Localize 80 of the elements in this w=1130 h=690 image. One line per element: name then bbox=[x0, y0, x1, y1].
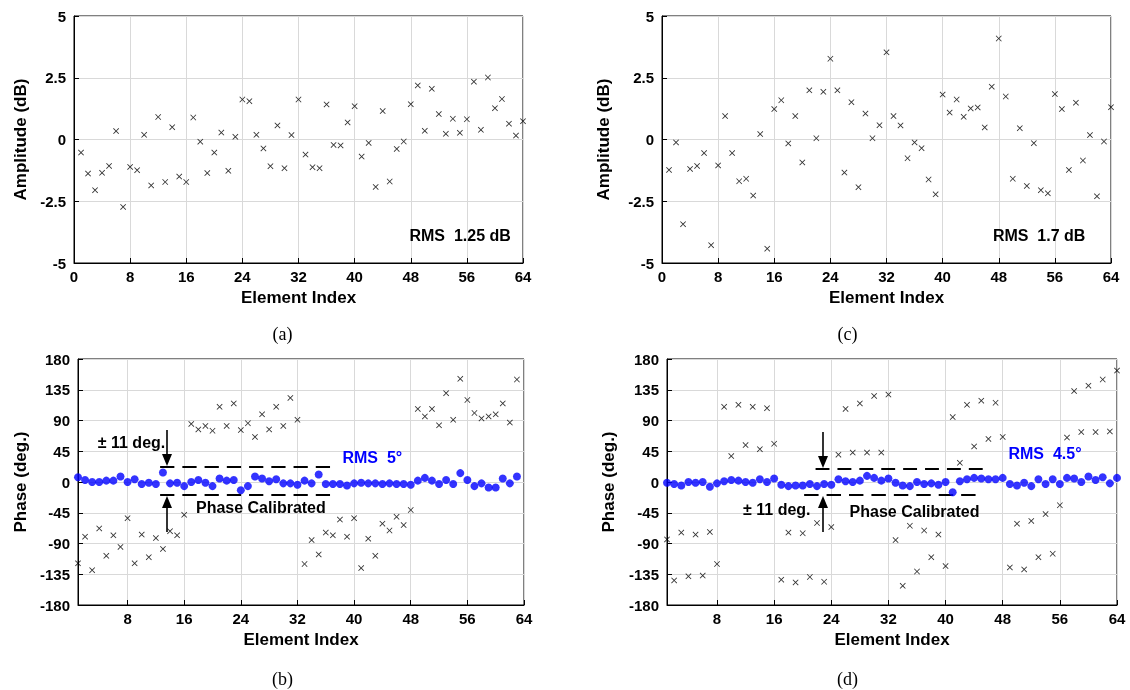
y-tick-label: 0 bbox=[57, 131, 66, 148]
annotation: RMS 1.7 dB bbox=[992, 227, 1086, 245]
y-tick-label: -135 bbox=[628, 565, 659, 583]
y-axis-title: Phase (deg.) bbox=[599, 431, 618, 533]
text: (b) bbox=[272, 669, 294, 690]
x-tick-label: 40 bbox=[934, 268, 951, 285]
x-tick-label: 56 bbox=[1046, 268, 1064, 285]
y-tick-label: -45 bbox=[48, 504, 70, 522]
x-tick-label: 32 bbox=[289, 610, 306, 627]
y-tick-label: -90 bbox=[48, 535, 70, 552]
x-tick-label: 64 bbox=[515, 610, 533, 627]
annotation: Phase Calibrated bbox=[195, 499, 326, 517]
y-tick-label: 180 bbox=[633, 350, 659, 368]
x-axis-title: Element Index bbox=[828, 288, 945, 307]
y-tick-label: 135 bbox=[633, 381, 659, 399]
x-tick-label: 40 bbox=[937, 610, 954, 627]
x-tick-label: 8 bbox=[125, 268, 135, 285]
x-tick-label: 16 bbox=[765, 268, 783, 285]
y-tick-label: 135 bbox=[44, 381, 70, 399]
x-tick-label: 24 bbox=[232, 610, 250, 627]
x-tick-label: 64 bbox=[1102, 268, 1120, 285]
x-tick-label: 48 bbox=[990, 268, 1008, 285]
annotation: ± 11 deg. bbox=[743, 500, 811, 518]
x-tick-label: 32 bbox=[290, 268, 307, 285]
x-tick-label: 24 bbox=[822, 268, 840, 285]
y-tick-label: -180 bbox=[628, 596, 659, 614]
y-axis-title: Amplitude (dB) bbox=[11, 78, 31, 201]
y-tick-label: -2.5 bbox=[628, 192, 654, 210]
y-tick-label: -135 bbox=[39, 565, 70, 583]
x-tick-label: 8 bbox=[712, 610, 722, 627]
y-tick-label: -45 bbox=[637, 504, 659, 522]
annotation: RMS 5° bbox=[342, 448, 403, 466]
annotation: Phase Calibrated bbox=[849, 503, 980, 521]
x-tick-label: 24 bbox=[822, 610, 841, 627]
x-tick-label: 40 bbox=[345, 610, 363, 627]
x-tick-label: 16 bbox=[175, 610, 193, 627]
text: (c) bbox=[837, 324, 858, 345]
y-tick-label: 45 bbox=[53, 442, 70, 460]
y-tick-label: 45 bbox=[642, 442, 659, 460]
x-tick-label: 56 bbox=[458, 268, 476, 285]
x-axis-title: Element Index bbox=[240, 288, 357, 307]
x-axis-title: Element Index bbox=[243, 630, 360, 649]
x-axis-title: Element Index bbox=[834, 630, 951, 649]
y-tick-label: -5 bbox=[52, 254, 66, 272]
y-tick-label: 0 bbox=[61, 473, 70, 491]
x-tick-label: 16 bbox=[177, 268, 195, 285]
x-tick-label: 40 bbox=[346, 268, 363, 285]
annotation: RMS 4.5° bbox=[1008, 444, 1082, 462]
y-tick-label: 2.5 bbox=[633, 69, 654, 87]
x-tick-label: 56 bbox=[459, 610, 476, 627]
x-tick-label: 48 bbox=[402, 268, 420, 285]
y-tick-label: 5 bbox=[645, 7, 654, 25]
x-tick-label: 64 bbox=[514, 268, 532, 285]
x-tick-label: 32 bbox=[878, 268, 895, 285]
y-tick-label: 0 bbox=[645, 131, 654, 148]
text: (a) bbox=[272, 324, 293, 345]
y-tick-label: -90 bbox=[637, 535, 659, 552]
x-tick-label: 8 bbox=[123, 610, 132, 627]
y-tick-label: -5 bbox=[640, 254, 654, 272]
y-axis-title: Phase (deg.) bbox=[11, 431, 31, 533]
y-tick-label: 90 bbox=[642, 412, 659, 429]
x-tick-label: 24 bbox=[234, 268, 252, 285]
annotation: RMS 1.25 dB bbox=[409, 227, 511, 245]
x-tick-label: 64 bbox=[1108, 610, 1126, 627]
x-tick-label: 8 bbox=[713, 268, 723, 285]
y-tick-label: -2.5 bbox=[40, 192, 66, 210]
x-tick-label: 48 bbox=[994, 610, 1012, 627]
y-tick-label: 90 bbox=[53, 412, 70, 429]
text: (d) bbox=[837, 669, 859, 690]
x-tick-label: 16 bbox=[765, 610, 783, 627]
y-tick-label: 0 bbox=[650, 473, 659, 491]
y-tick-label: -180 bbox=[39, 596, 70, 614]
x-tick-label: 56 bbox=[1051, 610, 1069, 627]
y-axis-title: Amplitude (dB) bbox=[594, 78, 613, 201]
y-tick-label: 180 bbox=[44, 350, 70, 368]
annotation: ± 11 deg. bbox=[97, 434, 166, 452]
x-tick-label: 32 bbox=[880, 610, 897, 627]
y-tick-label: 2.5 bbox=[45, 69, 66, 87]
x-tick-label: 48 bbox=[402, 610, 420, 627]
y-tick-label: 5 bbox=[57, 7, 66, 25]
